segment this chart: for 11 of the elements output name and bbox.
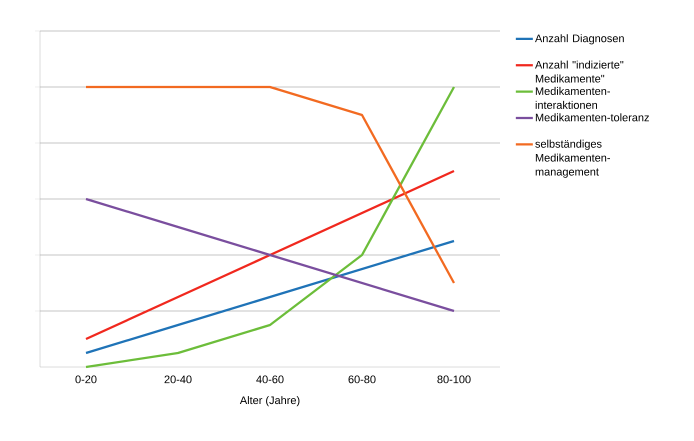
legend-label: Medikamenten-toleranz xyxy=(536,113,649,122)
x-tick-label: 40-60 xyxy=(256,376,284,384)
x-tick-label: 80-100 xyxy=(437,376,471,384)
x-tick-label: 0-20 xyxy=(75,376,97,384)
x-tick-label: 20-40 xyxy=(164,376,192,384)
x-tick-label: 60-80 xyxy=(348,376,376,384)
legend-label: Anzahl Diagnosen xyxy=(535,34,624,44)
legend-label: Medikamenten-interaktionen xyxy=(536,86,610,109)
legend-label: Anzahl "indizierte" Medikamente" xyxy=(535,60,624,83)
x-axis-title: Alter (Jahre) xyxy=(240,396,300,406)
legend-label: selbständiges Medikamenten-management xyxy=(535,140,610,178)
